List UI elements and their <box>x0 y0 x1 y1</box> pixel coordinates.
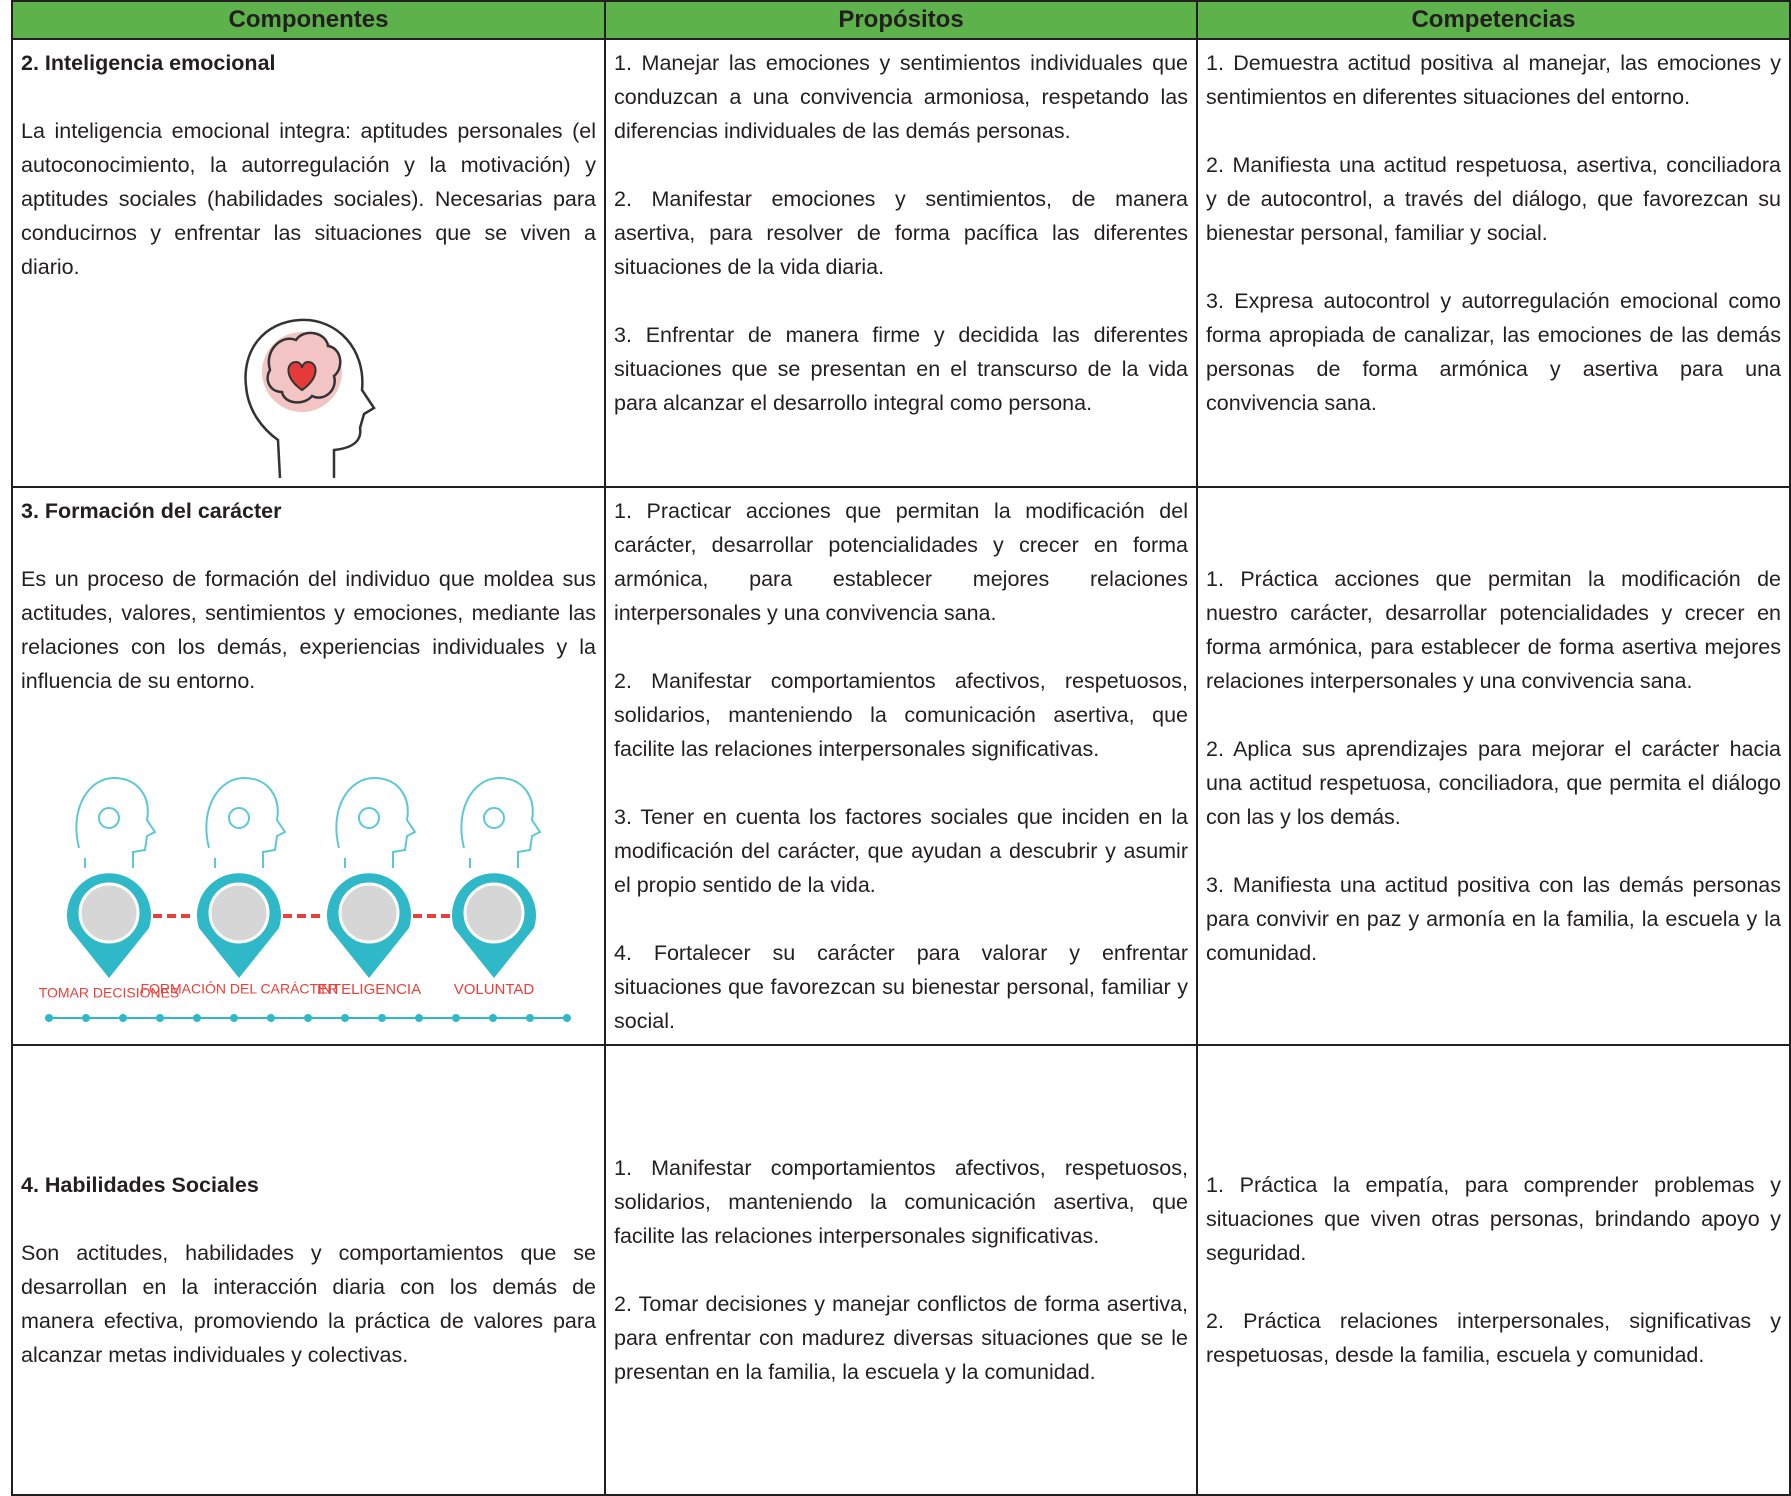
header-row: Componentes Propósitos Competencias <box>11 0 1791 40</box>
purpose-item: 2. Manifestar comportamientos afectivos,… <box>614 669 1188 761</box>
component-text: Es un proceso de formación del individuo… <box>21 567 596 693</box>
component-cell: 3. Formación del carácter Es un proceso d… <box>11 486 606 1046</box>
infographic-label: FORMACIÓN DEL CARÁCTER <box>140 981 337 997</box>
competency-item: 2. Manifiesta una actitud respetuosa, as… <box>1206 153 1781 245</box>
purpose-item: 4. Fortalecer su carácter para valorar y… <box>614 941 1188 1033</box>
component-text: La inteligencia emocional integra: aptit… <box>21 119 596 279</box>
component-text: Son actitudes, habilidades y comportamie… <box>21 1241 596 1367</box>
component-title: 4. Habilidades Sociales <box>21 1173 259 1197</box>
competencies-cell: 1. Demuestra actitud positiva al manejar… <box>1196 38 1791 488</box>
brain-heart-icon <box>243 318 376 479</box>
purpose-item: 2. Manifestar emociones y sentimientos, … <box>614 187 1188 279</box>
column-header: Propósitos <box>604 0 1198 40</box>
column-header: Competencias <box>1196 0 1791 40</box>
table-row: 2. Inteligencia emocional La inteligencia… <box>11 38 1791 488</box>
infographic-label: TOMAR DECISIONES <box>39 985 179 1001</box>
component-title: 3. Formación del carácter <box>21 499 282 523</box>
component-cell: 4. Habilidades Sociales Son actitudes, ha… <box>11 1044 606 1496</box>
page-body: {"table": { "header": ["Componentes", "P… <box>11 0 1791 1496</box>
competency-item: 1. Práctica acciones que permitan la mod… <box>1206 567 1781 693</box>
competency-item: 2. Aplica sus aprendizajes para mejorar … <box>1206 737 1781 829</box>
page: Componentes, Propósitos y Competencias h… <box>11 0 1791 1496</box>
competency-item: 1. Práctica la empatía, para comprender … <box>1206 1173 1781 1265</box>
purpose-item: 3. Tener en cuenta los factores sociales… <box>614 805 1188 897</box>
component-title: 2. Inteligencia emocional <box>21 51 276 75</box>
purpose-item: 1. Manifestar comportamientos afectivos,… <box>614 1156 1188 1248</box>
table-row: 3. Formación del carácter Es un proceso d… <box>11 486 1791 1046</box>
purpose-item: 1. Manejar las emociones y sentimientos … <box>614 51 1188 143</box>
competency-item: 3. Manifiesta una actitud positiva con l… <box>1206 873 1781 965</box>
component-cell: 2. Inteligencia emocional La inteligencia… <box>11 38 606 488</box>
curriculum-table: Componentes Propósitos Competencias 2. Int… <box>11 0 1791 1496</box>
purposes-cell: 1. Manejar las emociones y sentimientos … <box>604 38 1198 488</box>
infographic-label: INTELIGENCIA <box>316 981 420 998</box>
competencies-cell: 1. Práctica acciones que permitan la mod… <box>1196 486 1791 1046</box>
table-body: 2. Inteligencia emocional La inteligencia… <box>11 38 1791 1496</box>
column-header: Componentes <box>11 0 606 40</box>
purposes-cell: 1. Practicar acciones que permitan la mo… <box>604 486 1198 1046</box>
purpose-item: 1. Practicar acciones que permitan la mo… <box>614 499 1188 625</box>
infographic-label: VOLUNTAD <box>453 981 534 998</box>
table-row: 4. Habilidades Sociales Son actitudes, ha… <box>11 1044 1791 1496</box>
purpose-item: 3. Enfrentar de manera firme y decidida … <box>614 323 1188 415</box>
competency-item: 2. Práctica relaciones interpersonales, … <box>1206 1309 1781 1367</box>
purposes-cell: 1. Manifestar comportamientos afectivos,… <box>604 1044 1198 1496</box>
competency-item: 3. Expresa autocontrol y autorregulación… <box>1206 289 1781 415</box>
purpose-item: 2. Tomar decisiones y manejar conflictos… <box>614 1292 1188 1384</box>
competencies-cell: 1. Práctica la empatía, para comprender … <box>1196 1044 1791 1496</box>
competency-item: 1. Demuestra actitud positiva al manejar… <box>1206 51 1781 109</box>
